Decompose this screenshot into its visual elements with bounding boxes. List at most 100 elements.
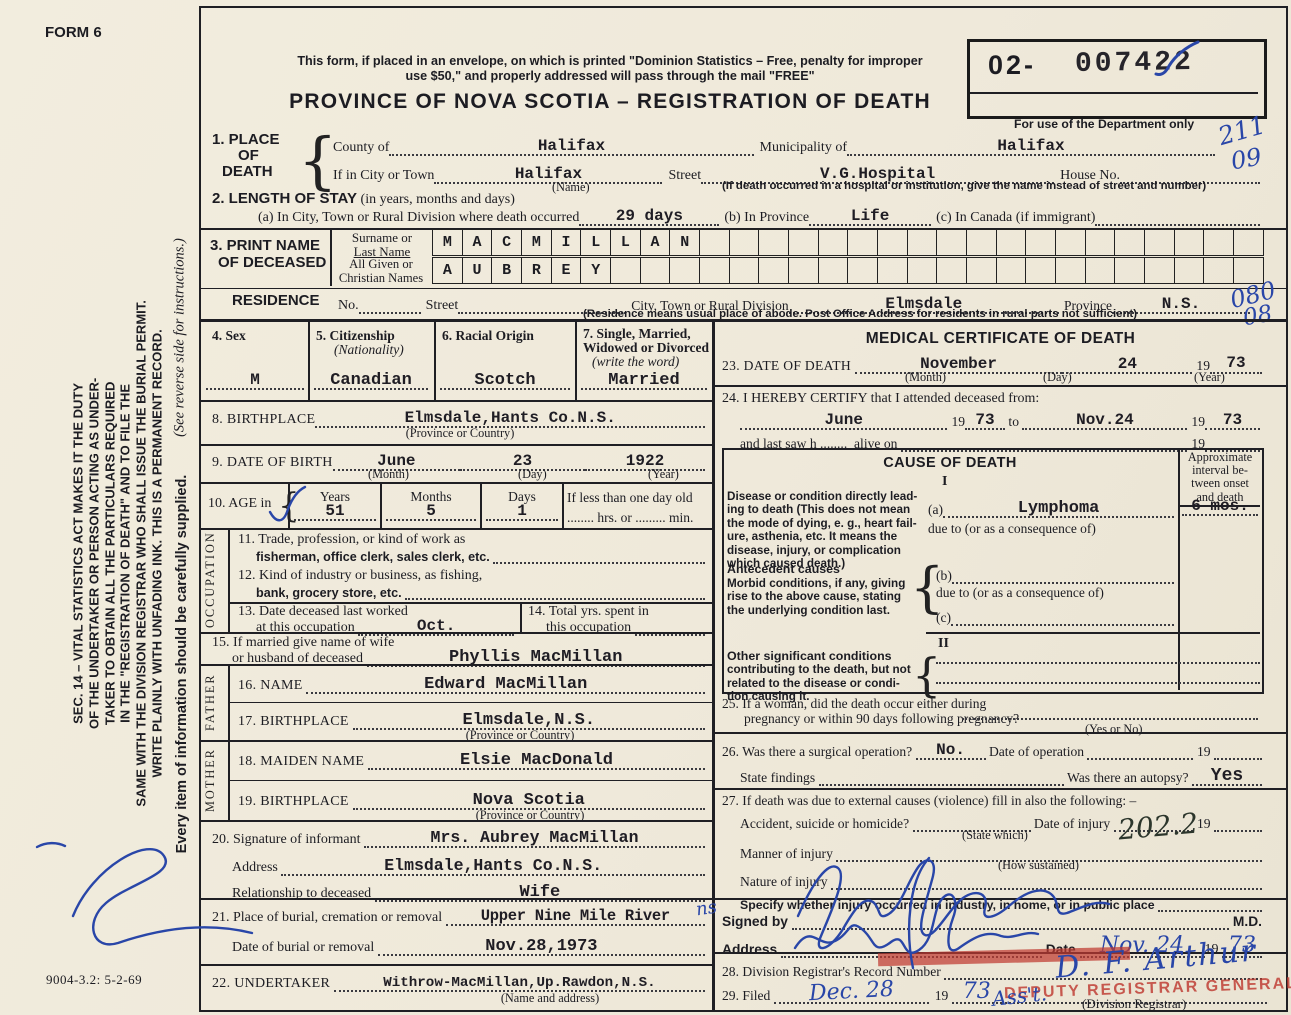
filed-year-handwritten: 73 xyxy=(962,979,991,1004)
attended-from-year: 73 xyxy=(975,411,995,429)
father-name-value: Edward MacMillan xyxy=(424,675,588,694)
age-label: 10. AGE in xyxy=(208,496,272,511)
other-dotted2 xyxy=(936,682,1260,684)
marital-label-line3: (write the word) xyxy=(592,354,680,369)
box4-divider xyxy=(308,322,310,400)
s27-accident-label: Accident, suicide or homicide? xyxy=(740,816,913,832)
death-month: November xyxy=(920,355,997,373)
border-bottom xyxy=(199,1010,1288,1012)
stay-a-label: (a) In City, Town or Rural Division wher… xyxy=(258,209,580,225)
informant-row: 20. Signature of informant Mrs. Aubrey M… xyxy=(212,828,705,848)
antecedent-title: Antecedent causes xyxy=(727,562,840,576)
dob-year-sub: (Year) xyxy=(648,467,679,481)
relationship-value: Wife xyxy=(519,883,561,902)
age-days-row: 1 xyxy=(486,503,558,521)
father-name-dotted: Edward MacMillan xyxy=(306,676,705,694)
residence-row: No. Street City, Town or Rural Division … xyxy=(338,292,1250,314)
s14-row: this occupation xyxy=(546,618,705,636)
cause-b-dotted xyxy=(951,582,1174,584)
s12-line2: bank, grocery store, etc. xyxy=(256,585,406,600)
interval-header-rule xyxy=(1180,505,1260,507)
s27-nature-dotted xyxy=(830,888,1262,890)
city-name-sub: (Name) xyxy=(552,180,590,194)
cause-a-dotted: Lymphoma xyxy=(943,500,1174,518)
interval-line2: interval be- xyxy=(1192,463,1248,478)
border-left xyxy=(199,6,201,1012)
rule-below-10 xyxy=(199,528,714,530)
father-birthplace-label: 17. BIRTHPLACE xyxy=(238,713,353,729)
certify-label: 24. I HEREBY CERTIFY that I attended dec… xyxy=(722,391,1040,406)
surname-label-line1: Surname or xyxy=(351,230,413,245)
rule-below-27 xyxy=(713,898,1288,900)
sex-value: M xyxy=(250,371,260,389)
mother-birthplace-row: 19. BIRTHPLACE Nova Scotia xyxy=(238,790,705,810)
age-years-label: Years xyxy=(319,489,351,504)
spouse-value: Phyllis MacMillan xyxy=(449,648,623,667)
age-months-value: 5 xyxy=(426,502,436,520)
dob-label: 9. DATE OF BIRTH xyxy=(212,454,333,470)
letter-cell xyxy=(819,230,849,255)
cause-c-dotted xyxy=(951,624,1174,626)
letter-cell: A xyxy=(463,230,493,255)
rule-below-20 xyxy=(199,898,714,900)
letter-cell xyxy=(1145,258,1175,283)
marital-dotted: Married xyxy=(581,372,707,390)
letter-cell xyxy=(937,230,968,255)
letter-cell xyxy=(759,258,790,283)
citizenship-dotted: Canadian xyxy=(314,372,428,390)
cause-a-row: (a) Lymphoma xyxy=(928,498,1174,518)
sidebar-statute-text: SEC. 14 – VITAL STATISTICS ACT MAKES IT … xyxy=(71,233,166,873)
s15-line2: or husband of deceased xyxy=(232,650,367,666)
s2-heading: 2. LENGTH OF STAY (in years, months and … xyxy=(212,190,515,208)
burial-place-row: 21. Place of burial, cremation or remova… xyxy=(212,906,705,926)
age-div3 xyxy=(480,482,482,528)
statute-line: SEC. 14 – VITAL STATISTICS ACT MAKES IT … xyxy=(70,382,86,724)
informant-dotted: Mrs. Aubrey MacMillan xyxy=(364,829,705,848)
box5-divider xyxy=(434,322,436,400)
letter-cell xyxy=(1056,230,1086,255)
letter-cell xyxy=(1204,230,1235,255)
citizenship-label: 5. Citizenship xyxy=(316,328,395,343)
age-days-value: 1 xyxy=(517,502,527,520)
other-line1: Other significant conditions xyxy=(727,649,892,663)
informant-address-label: Address xyxy=(232,859,282,875)
mother-maiden-value: Elsie MacDonald xyxy=(459,751,614,770)
s13-line1: 13. Date deceased last worked xyxy=(238,604,408,619)
stay-b-label: (b) In Province xyxy=(724,209,810,225)
s1-brace: { xyxy=(298,124,338,197)
s25-line1: 25. If a woman, did the death occur eith… xyxy=(722,696,987,711)
filed-trailing-dotted xyxy=(1001,1002,1267,1004)
cause-of-death-box xyxy=(722,448,1264,694)
residence-top-rule xyxy=(199,288,1288,289)
county-value: Halifax xyxy=(537,137,606,155)
asst-handwritten: Ass't. xyxy=(990,981,1048,1011)
death-year: 73 xyxy=(1226,354,1246,372)
letter-cell xyxy=(1026,230,1057,255)
s27-title: 27. If death was due to external causes … xyxy=(722,793,1137,808)
signed-by-label: Signed by xyxy=(722,914,792,930)
rule-below-9 xyxy=(199,482,714,484)
antecedent-line3: rise to the above cause, stating xyxy=(727,590,902,604)
signed-by-row: Signed by M.D. xyxy=(722,908,1262,930)
s25-dotted xyxy=(962,718,1258,720)
mailing-notice: This form, if placed in an envelope, on … xyxy=(240,54,980,84)
other-line3: related to the disease or condi- xyxy=(727,676,900,690)
letter-cell xyxy=(848,230,879,255)
letter-cell xyxy=(759,230,790,255)
letter-cell: C xyxy=(492,230,523,255)
statute-line: TAKER TO OBTAIN ALL THE PARTICULARS REQU… xyxy=(102,381,118,726)
s26-row2: State findings Was there an autopsy? Yes xyxy=(740,766,1262,786)
cause-b-due: due to (or as a consequence of) xyxy=(936,585,1104,600)
burial-place-handwritten: ns xyxy=(694,896,719,921)
s27-injury-date-dotted xyxy=(1113,830,1193,832)
dob-month-sub: (Month) xyxy=(368,467,409,481)
disease-line6: which caused death.) xyxy=(727,557,846,571)
mother-birthplace-label: 19. BIRTHPLACE xyxy=(238,793,353,809)
marital-label-line2: Widowed or Divorced xyxy=(583,340,710,355)
father-name-label: 16. NAME xyxy=(238,677,307,693)
other-dotted1 xyxy=(936,662,1260,664)
letter-cell xyxy=(1234,230,1263,255)
dept-use-label: For use of the Department only xyxy=(1014,117,1195,131)
